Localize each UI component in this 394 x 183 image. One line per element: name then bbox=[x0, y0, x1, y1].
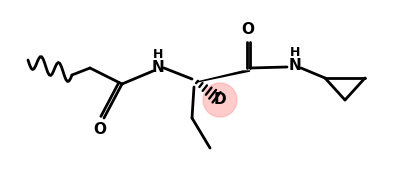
Text: H: H bbox=[153, 48, 163, 61]
Circle shape bbox=[203, 83, 237, 117]
Text: O: O bbox=[93, 122, 106, 137]
Text: D: D bbox=[214, 92, 226, 107]
Text: H: H bbox=[290, 46, 300, 59]
Text: N: N bbox=[152, 61, 164, 76]
Polygon shape bbox=[197, 71, 250, 82]
Text: N: N bbox=[289, 57, 301, 72]
Text: O: O bbox=[242, 23, 255, 38]
